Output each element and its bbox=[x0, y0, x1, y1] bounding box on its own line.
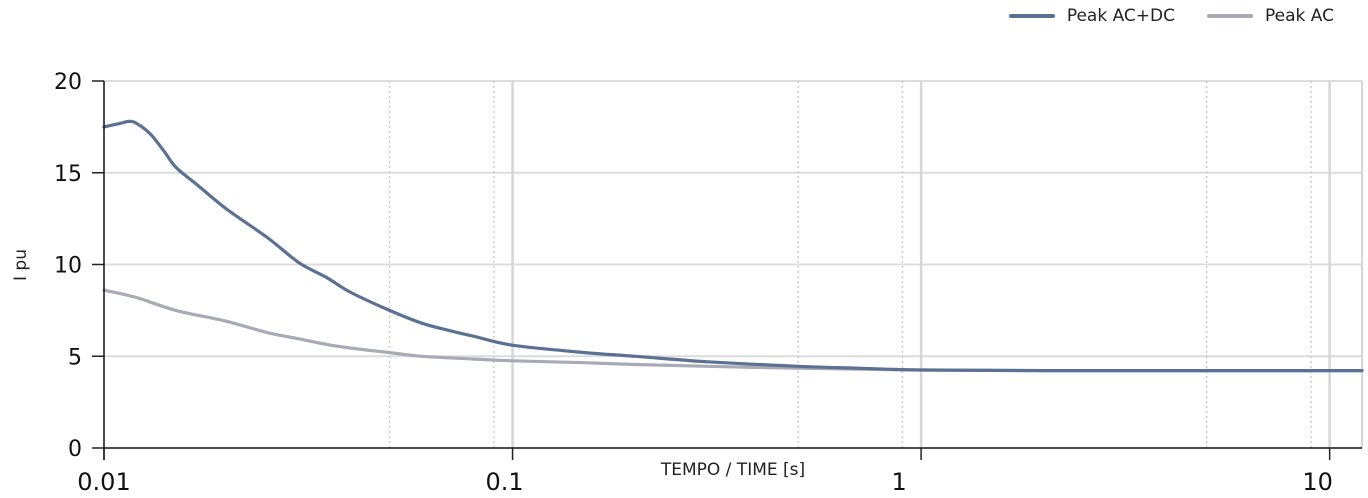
grid bbox=[104, 80, 1363, 448]
legend-label-peak-ac-dc: Peak AC+DC bbox=[1066, 6, 1176, 26]
series-line-peak-ac-dc bbox=[102, 119, 1364, 373]
y-tick-label: 5 bbox=[68, 345, 82, 370]
legend-item-peak-ac[interactable]: Peak AC bbox=[1207, 6, 1334, 26]
x-tick-label: 10 bbox=[1302, 468, 1333, 496]
y-tick-label: 15 bbox=[54, 162, 82, 187]
x-tick-label: 1 bbox=[891, 468, 906, 496]
x-tick-label: 0.1 bbox=[485, 468, 523, 496]
axes bbox=[92, 80, 1362, 460]
tick-labels: 0 5 10 15 20 0.01 0.1 1 10 bbox=[54, 70, 1333, 496]
y-axis-title: I pu bbox=[11, 249, 31, 281]
legend-swatch-peak-ac-dc bbox=[1008, 14, 1055, 18]
y-tick-label: 20 bbox=[54, 70, 82, 95]
legend-item-peak-ac-dc[interactable]: Peak AC+DC bbox=[1008, 6, 1176, 26]
x-axis-title: TEMPO / TIME [s] bbox=[660, 460, 805, 480]
series-line-peak-ac bbox=[102, 288, 1364, 373]
legend: Peak AC+DC Peak AC bbox=[977, 6, 1334, 26]
y-tick-label: 10 bbox=[54, 254, 82, 279]
legend-label-peak-ac: Peak AC bbox=[1265, 6, 1334, 26]
legend-swatch-peak-ac bbox=[1207, 14, 1254, 18]
series-lines bbox=[102, 119, 1364, 373]
y-tick-label: 0 bbox=[68, 437, 82, 462]
x-tick-label: 0.01 bbox=[77, 468, 130, 496]
